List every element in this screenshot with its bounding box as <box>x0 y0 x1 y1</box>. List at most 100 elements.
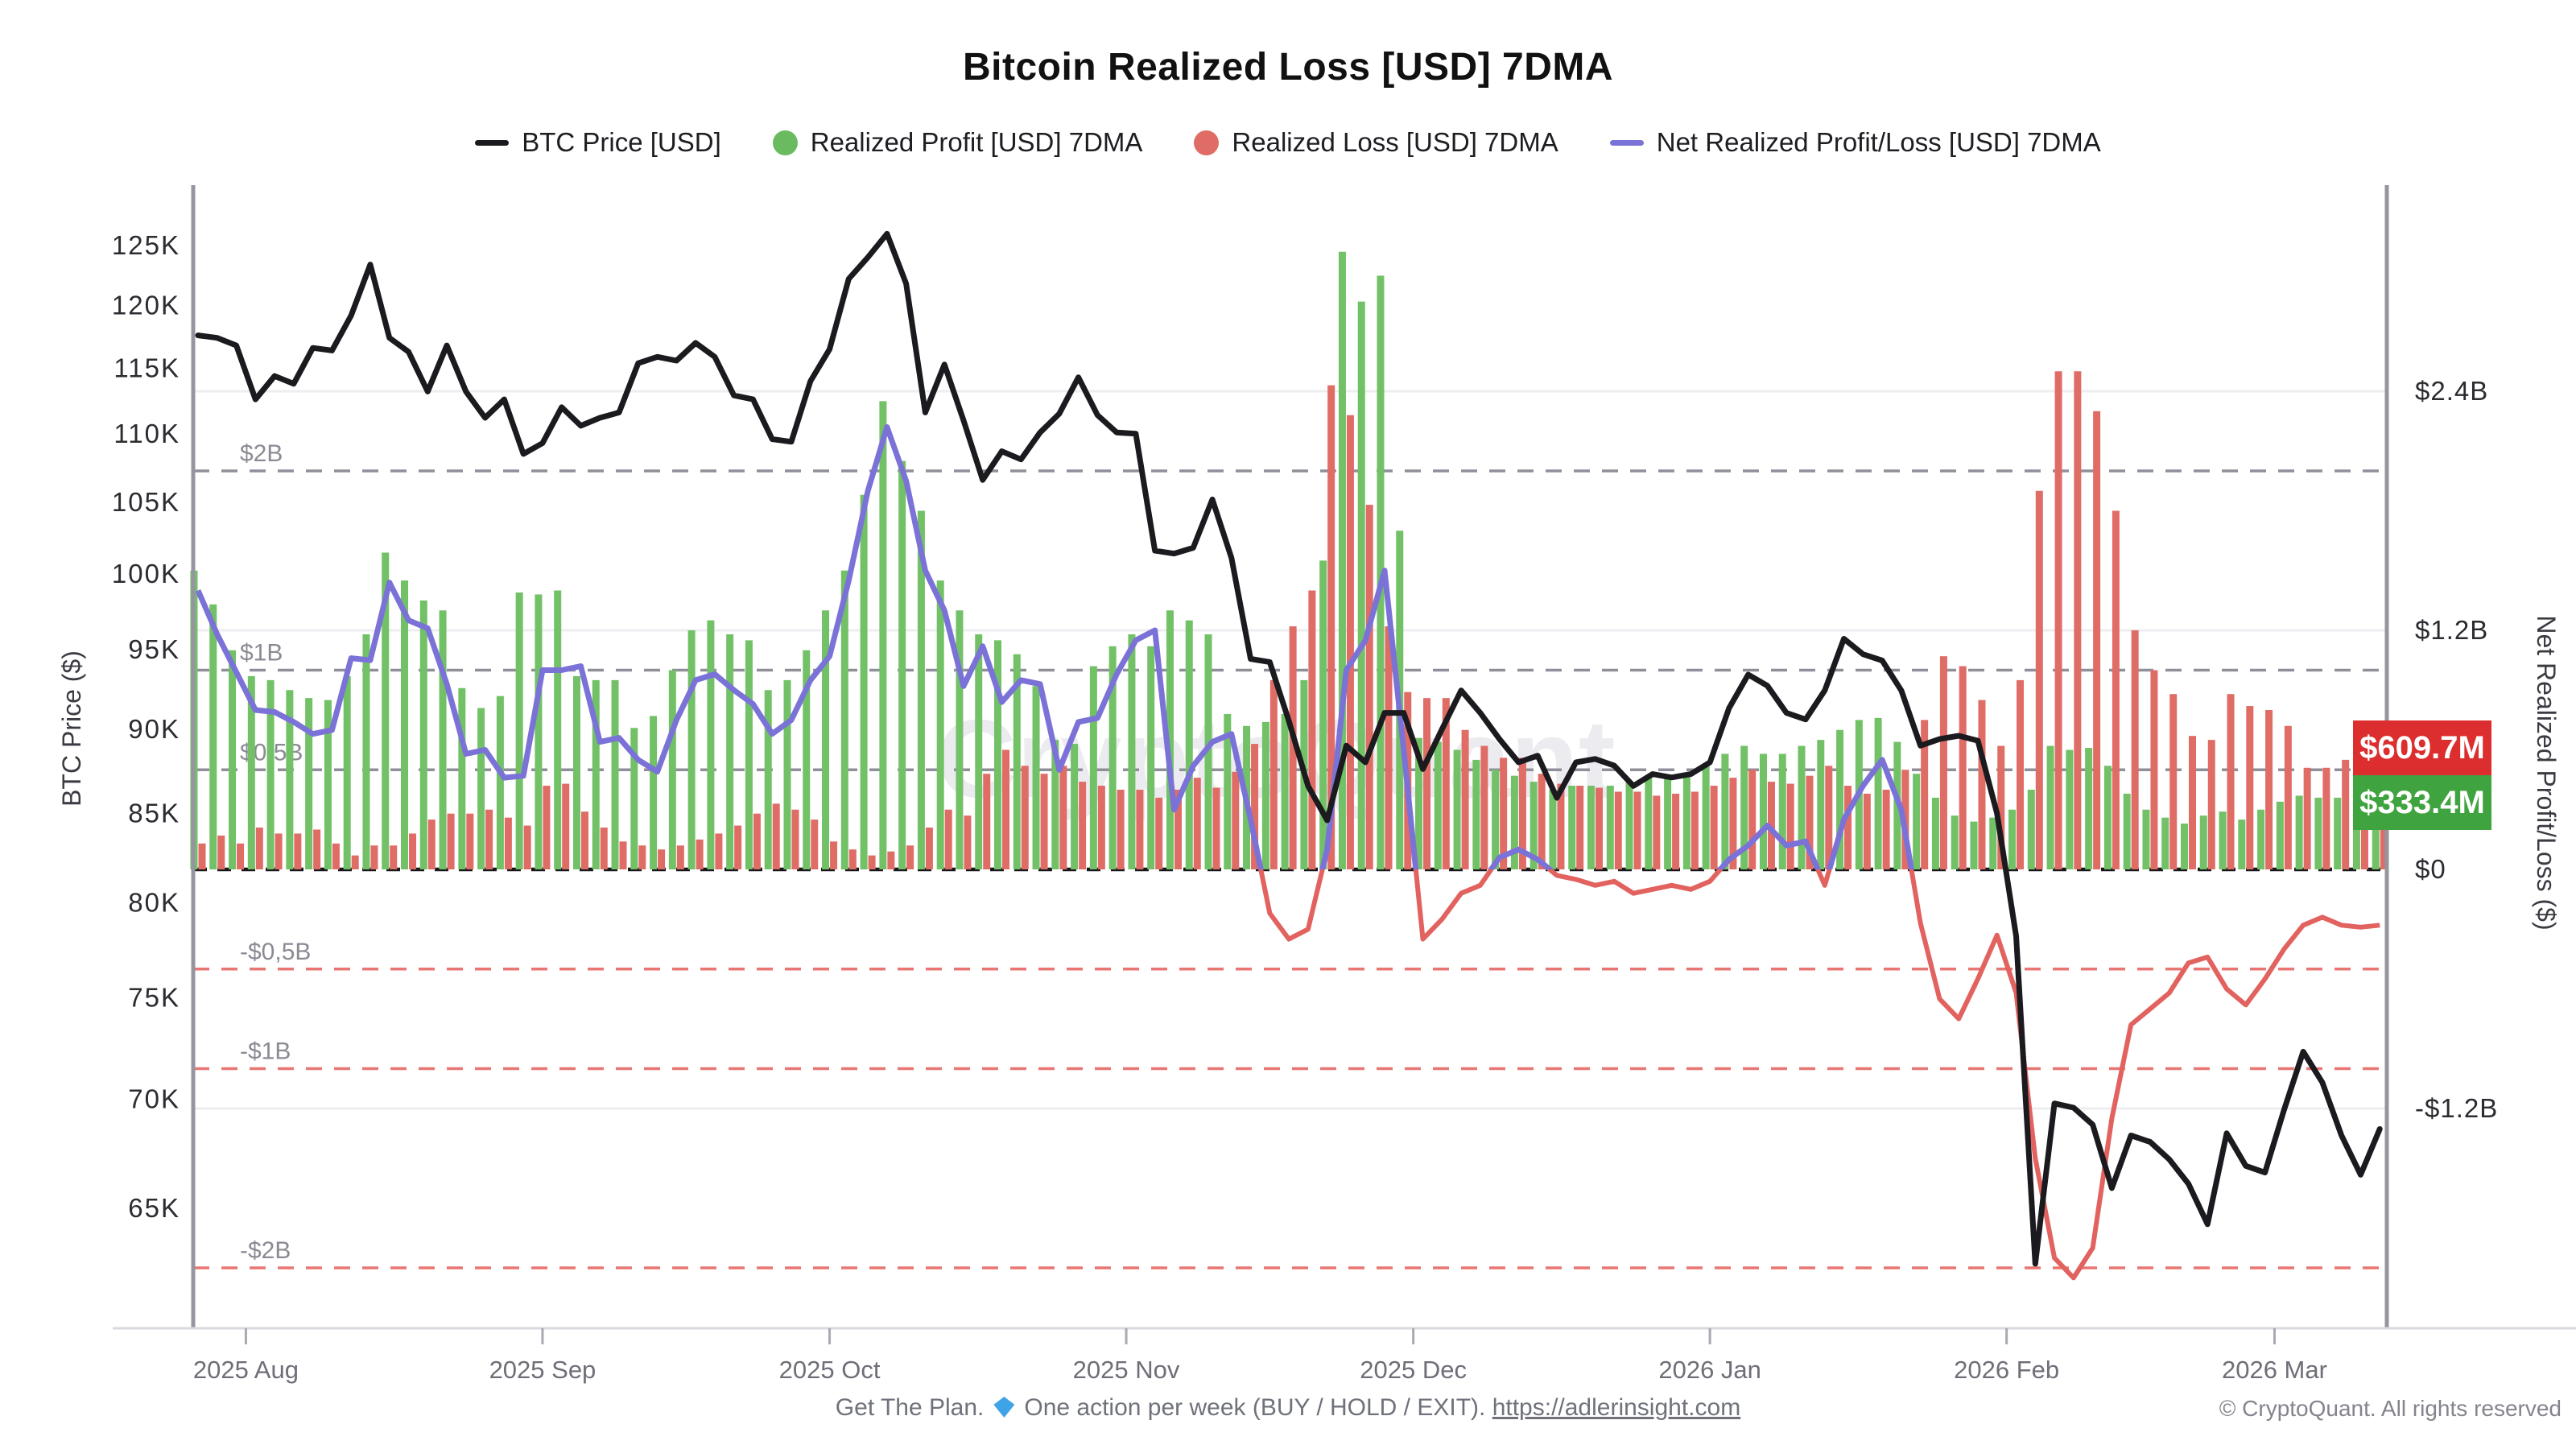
net-line-negative <box>1258 869 2380 1281</box>
profit-bar <box>2199 815 2207 869</box>
left-axis-title: BTC Price ($) <box>57 650 86 807</box>
profit-bar <box>1798 745 1806 869</box>
loss-bar <box>868 855 876 869</box>
loss-bar <box>466 813 474 869</box>
gridline-label: $2B <box>240 440 283 467</box>
net-line-positive <box>195 424 1914 869</box>
profit-bar <box>515 592 523 869</box>
profit-bar <box>860 494 868 869</box>
profit-bar <box>362 634 370 869</box>
profit-bar <box>1587 786 1596 869</box>
profit-bar <box>2238 819 2246 869</box>
gridline-label: $1B <box>240 640 283 667</box>
profit-bar <box>2334 797 2342 869</box>
loss-bar <box>1997 745 2005 869</box>
legend-item-2[interactable]: Realized Loss [USD] 7DMA <box>1194 127 1558 158</box>
loss-bar <box>1480 745 1488 869</box>
price-tick-label: 125K <box>112 230 180 260</box>
loss-bar <box>1672 793 1680 869</box>
profit-bar <box>956 610 964 869</box>
profit-bar <box>2161 817 2169 869</box>
loss-bar <box>1557 783 1565 869</box>
loss-bar <box>1385 626 1393 869</box>
profit-bar <box>975 634 983 869</box>
profit-bar <box>439 610 447 869</box>
profit-bar <box>1377 275 1385 869</box>
loss-bar <box>906 845 914 869</box>
gridlines-dashed-red: -$0,5B -$1B -$2B <box>193 939 2387 1269</box>
loss-bar <box>734 825 742 869</box>
profit-bar <box>1702 766 1710 869</box>
loss-bar <box>715 833 723 869</box>
profit-bar <box>1606 786 1614 869</box>
profit-bar <box>1185 620 1193 869</box>
net-tick-label: $2.4B <box>2415 376 2488 406</box>
month-label: 2026 Feb <box>1954 1356 2059 1384</box>
loss-bar <box>275 833 283 869</box>
profit-bar <box>936 580 944 869</box>
profit-bar <box>1721 753 1729 869</box>
loss-bar <box>944 809 952 869</box>
loss-bar <box>1596 787 1604 869</box>
page-title: Bitcoin Realized Loss [USD] 7DMA <box>962 46 1614 89</box>
price-tick-label: 80K <box>128 887 180 917</box>
legend-item-0[interactable]: BTC Price [USD] <box>475 127 721 158</box>
loss-bar <box>1423 698 1431 869</box>
profit-bar <box>840 570 848 869</box>
profit-bar <box>535 594 543 869</box>
legend-item-1[interactable]: Realized Profit [USD] 7DMA <box>772 127 1142 158</box>
loss-bar <box>2207 740 2215 869</box>
gridline-label: -$1B <box>240 1038 291 1065</box>
loss-bar <box>676 845 684 869</box>
profit-bar <box>1549 790 1557 869</box>
right-axis-title: Net Realized Profit/Loss ($) <box>2532 615 2561 930</box>
loss-bar <box>1155 797 1163 869</box>
legend-item-3[interactable]: Net Realized Profit/Loss [USD] 7DMA <box>1609 127 2101 158</box>
loss-bar <box>370 845 378 869</box>
profit-bar <box>726 634 734 869</box>
loss-bar <box>313 829 321 869</box>
loss-bar <box>2150 670 2158 869</box>
profit-bar <box>2257 809 2265 869</box>
profit-bar <box>630 728 638 869</box>
profit-bar <box>1740 745 1748 869</box>
profit-bar <box>305 698 313 869</box>
footer-promo: Get The Plan. One action per week (BUY / … <box>0 1394 2576 1422</box>
adlerinsight-link[interactable]: https://adlerinsight.com <box>1492 1394 1741 1421</box>
profit-bar <box>1032 686 1040 869</box>
profit-bar <box>2085 748 2093 869</box>
loss-bar <box>1079 782 1087 869</box>
loss-bar <box>1921 720 1929 869</box>
legend-label: BTC Price [USD] <box>522 127 721 157</box>
loss-bar <box>1729 778 1737 869</box>
loss-bar <box>1232 771 1240 869</box>
chart-legend: BTC Price [USD] Realized Profit [USD] 7DM… <box>0 127 2576 158</box>
loss-bar <box>427 819 436 869</box>
loss-bar <box>1786 783 1794 869</box>
profit-bar <box>783 679 791 869</box>
loss-bar <box>1251 744 1259 869</box>
profit-bar <box>1147 646 1155 869</box>
profit-bar <box>1645 778 1653 869</box>
loss-bar <box>887 851 895 869</box>
profit-bar <box>247 675 255 869</box>
loss-bar <box>791 809 799 869</box>
loss-bar <box>811 819 819 869</box>
profit-bar <box>707 620 715 869</box>
profit-bar <box>458 687 466 869</box>
net-tick-label: $1.2B <box>2415 615 2488 645</box>
loss-bar <box>1518 758 1526 869</box>
profit-bar <box>209 604 217 869</box>
net-tick-label: -$1.2B <box>2415 1093 2498 1123</box>
profit-bar <box>1759 753 1767 869</box>
price-tick-label: 110K <box>114 419 180 448</box>
loss-bar <box>830 841 838 869</box>
profit-bar <box>554 590 562 869</box>
profit-bar <box>2008 809 2017 869</box>
loss-bar <box>2284 725 2292 869</box>
loss-bar <box>562 783 570 869</box>
profit-bar <box>1568 786 1576 869</box>
price-tick-label: 65K <box>128 1193 180 1223</box>
legend-marker-2 <box>1194 130 1220 155</box>
